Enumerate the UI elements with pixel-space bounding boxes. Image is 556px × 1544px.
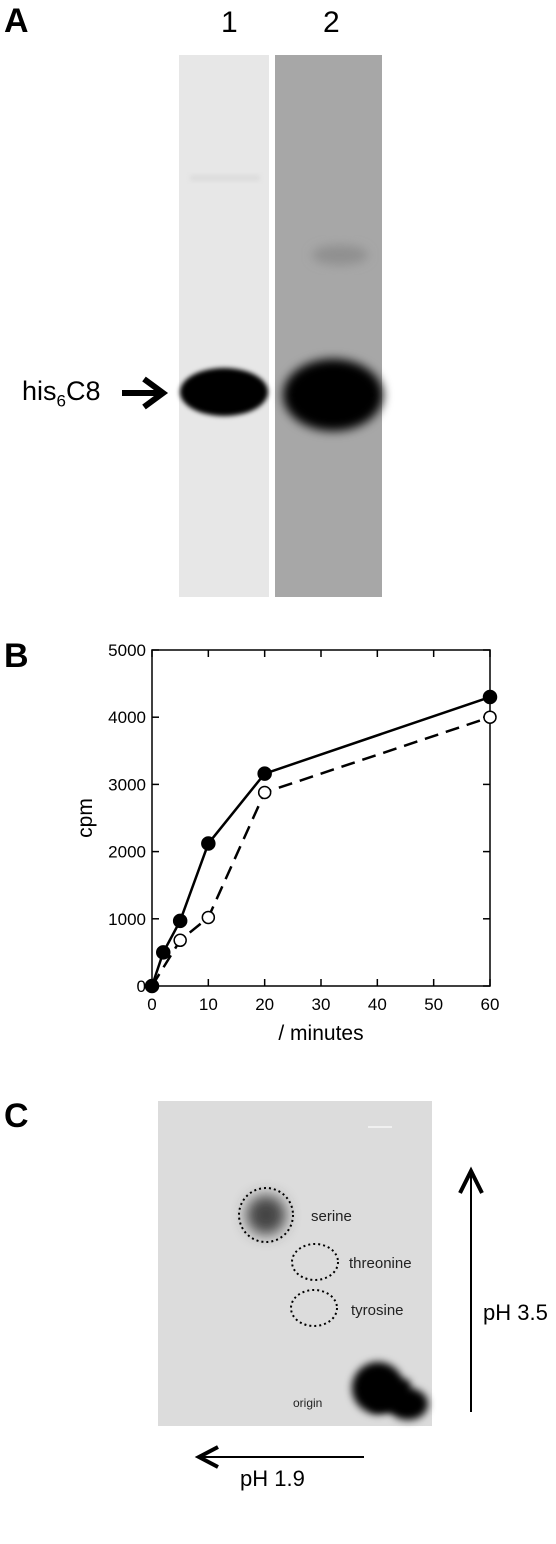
cpm-time-chart: 0 10 20 30 40 50 60 0 1000 2000 3000 4000 5000 / minu…	[74, 641, 500, 1045]
serine-outline	[238, 1187, 294, 1243]
panel-a-letter: A	[4, 2, 29, 40]
panel-c-letter: C	[4, 1097, 29, 1135]
series-0-point-4	[257, 766, 272, 781]
lane-1-label: 1	[221, 6, 238, 39]
threonine-label: threonine	[349, 1255, 412, 1272]
y-axis-label: cpm	[74, 798, 97, 838]
panel-b-letter: B	[4, 637, 29, 675]
tlc-plate: serine threonine tyrosine origin	[158, 1101, 484, 1469]
serine-label: serine	[311, 1208, 352, 1225]
x-tick-label-5: 50	[424, 995, 443, 1014]
y-tick-label-2: 2000	[108, 843, 146, 862]
x-tick-label-1: 10	[199, 995, 218, 1014]
y-tick-label-0: 0	[137, 977, 146, 996]
ph-horizontal-label: pH 1.9	[240, 1466, 305, 1491]
serine-spot	[246, 1195, 286, 1235]
x-tick-label-0: 0	[147, 995, 156, 1014]
series-1-point-2	[201, 910, 216, 925]
protein-label: his6C8	[22, 376, 101, 411]
left-arrow-icon	[194, 1445, 364, 1469]
series-1-point-4	[483, 710, 497, 724]
gel-image	[122, 55, 383, 597]
y-tick-label-4: 4000	[108, 708, 146, 727]
series-0-point-0	[144, 978, 160, 994]
gel-lane-1	[179, 55, 269, 597]
x-tick-label-6: 60	[481, 995, 500, 1014]
x-tick-label-3: 30	[312, 995, 331, 1014]
y-tick-label-1: 1000	[108, 910, 146, 929]
gel-band-lane-1	[180, 368, 268, 416]
y-tick-label-3: 3000	[108, 775, 146, 794]
series-1-point-1	[173, 933, 187, 948]
up-arrow-icon	[458, 1166, 484, 1412]
x-tick-label-2: 20	[255, 995, 274, 1014]
series-0-point-1	[156, 945, 171, 960]
series-0-point-5	[482, 689, 498, 705]
tyrosine-outline	[290, 1289, 338, 1327]
lane-2-label: 2	[323, 6, 340, 39]
ph-vertical-label: pH 3.5	[483, 1300, 548, 1325]
tyrosine-label: tyrosine	[351, 1302, 404, 1319]
origin-label: origin	[293, 1396, 322, 1410]
threonine-outline	[291, 1243, 339, 1281]
x-axis-label: / minutes	[278, 1022, 363, 1045]
origin-spot	[352, 1362, 428, 1420]
y-tick-label-5: 5000	[108, 641, 146, 660]
series-0-point-3	[201, 836, 216, 851]
band-arrow-icon	[122, 376, 169, 410]
series-1-point-3	[257, 785, 272, 800]
x-tick-label-4: 40	[368, 995, 387, 1014]
series-0-point-2	[172, 913, 188, 929]
series-1-line	[150, 716, 491, 987]
plot-frame	[151, 649, 491, 987]
gel-band-lane-2	[283, 359, 383, 431]
gel-lane-2	[275, 55, 382, 597]
